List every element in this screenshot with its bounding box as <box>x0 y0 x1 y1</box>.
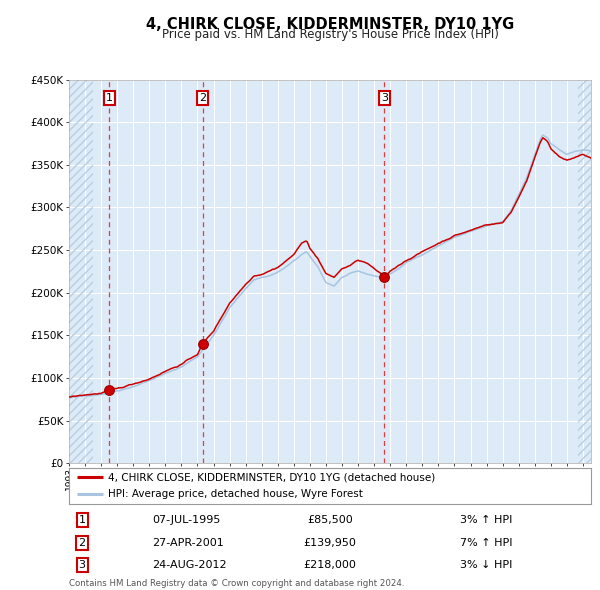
Text: 3% ↓ HPI: 3% ↓ HPI <box>461 560 513 570</box>
Text: £85,500: £85,500 <box>307 516 353 525</box>
Text: 4, CHIRK CLOSE, KIDDERMINSTER, DY10 1YG: 4, CHIRK CLOSE, KIDDERMINSTER, DY10 1YG <box>146 17 514 31</box>
Text: 1: 1 <box>106 93 113 103</box>
Text: 7% ↑ HPI: 7% ↑ HPI <box>461 538 513 548</box>
Text: £218,000: £218,000 <box>304 560 356 570</box>
Text: 2: 2 <box>79 538 86 548</box>
Bar <box>578 80 591 463</box>
Text: 07-JUL-1995: 07-JUL-1995 <box>152 516 221 525</box>
Text: 27-APR-2001: 27-APR-2001 <box>152 538 224 548</box>
Text: 24-AUG-2012: 24-AUG-2012 <box>152 560 227 570</box>
Text: 3: 3 <box>79 560 86 570</box>
Text: 4, CHIRK CLOSE, KIDDERMINSTER, DY10 1YG (detached house): 4, CHIRK CLOSE, KIDDERMINSTER, DY10 1YG … <box>108 472 436 482</box>
Text: Contains HM Land Registry data © Crown copyright and database right 2024.
This d: Contains HM Land Registry data © Crown c… <box>69 579 404 590</box>
Text: Price paid vs. HM Land Registry's House Price Index (HPI): Price paid vs. HM Land Registry's House … <box>161 28 499 41</box>
Text: HPI: Average price, detached house, Wyre Forest: HPI: Average price, detached house, Wyre… <box>108 489 363 499</box>
Text: 3% ↑ HPI: 3% ↑ HPI <box>461 516 513 525</box>
Text: £139,950: £139,950 <box>304 538 356 548</box>
Text: 2: 2 <box>199 93 206 103</box>
Text: 1: 1 <box>79 516 86 525</box>
Text: 3: 3 <box>381 93 388 103</box>
Bar <box>69 80 93 463</box>
